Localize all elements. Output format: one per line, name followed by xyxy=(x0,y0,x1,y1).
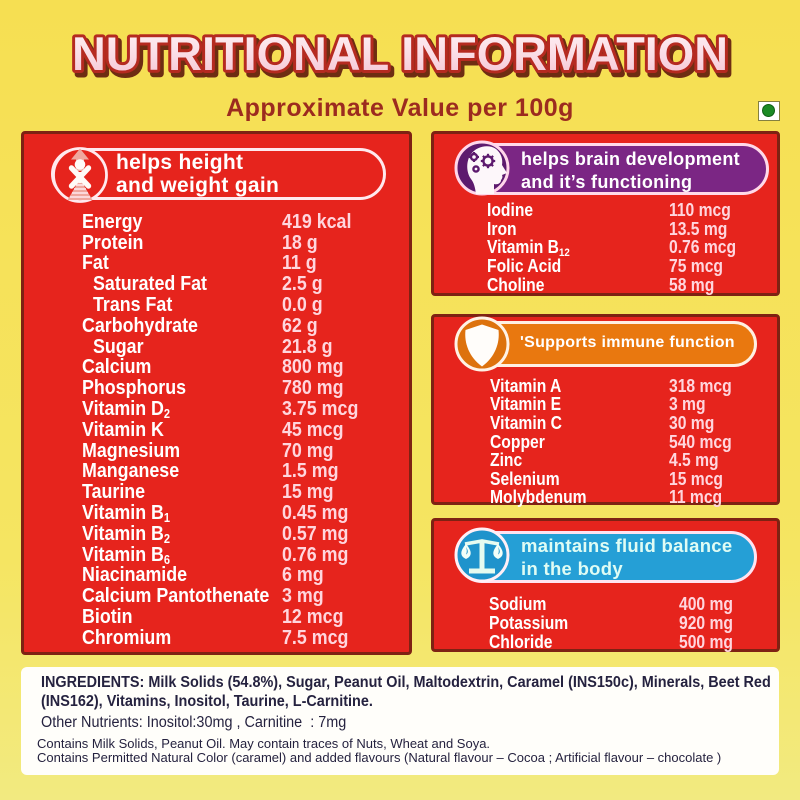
svg-text:NUTRITIONAL INFORMATION: NUTRITIONAL INFORMATION xyxy=(75,31,731,84)
svg-text:NUTRITIONAL INFORMATION: NUTRITIONAL INFORMATION xyxy=(72,27,728,80)
